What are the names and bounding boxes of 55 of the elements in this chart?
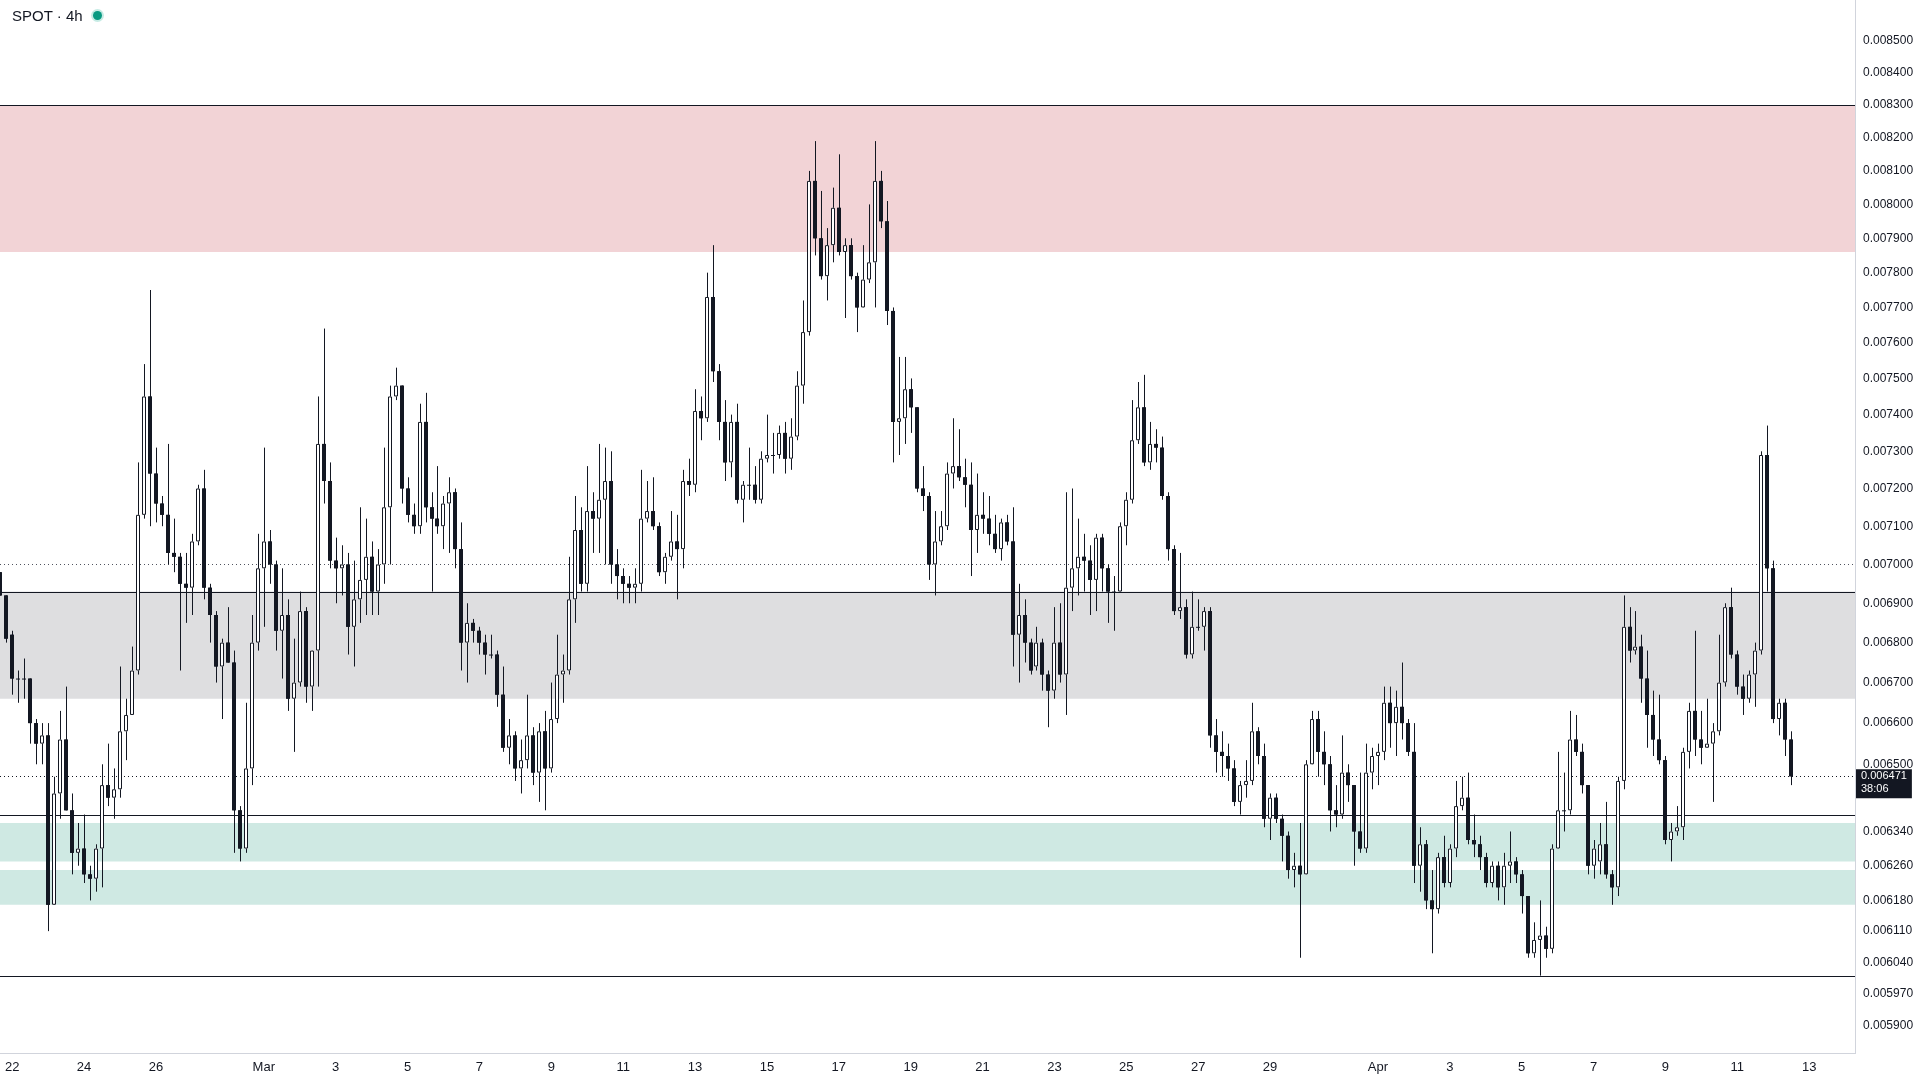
y-tick-label: 0.008200: [1863, 130, 1914, 145]
y-tick-label: 0.006900: [1863, 595, 1914, 610]
x-tick-label: 3: [332, 1059, 340, 1075]
text: SPOT · 4h: [12, 7, 83, 24]
y-tick-label: 0.007800: [1863, 264, 1914, 279]
x-tick-label: 3: [1446, 1059, 1454, 1075]
x-tick-label: 26: [148, 1059, 164, 1075]
x-tick-label: 7: [475, 1059, 484, 1075]
y-tick-label: 0.006800: [1863, 634, 1914, 649]
x-tick-label: 7: [1589, 1059, 1598, 1075]
x-tick-label: 24: [76, 1059, 92, 1075]
y-tick-label: 0.006180: [1863, 892, 1914, 907]
x-tick-label: Apr: [1367, 1059, 1389, 1075]
y-tick-label: 0.007300: [1863, 443, 1914, 458]
x-tick-label: 21: [975, 1059, 990, 1075]
y-tick-label: 0.006260: [1863, 858, 1914, 873]
y-tick-label: 0.005970: [1863, 985, 1914, 1000]
y-tick-label: 0.008400: [1863, 65, 1914, 80]
x-tick-label: 13: [687, 1059, 703, 1075]
y-tick-label: 0.005900: [1863, 1017, 1914, 1032]
y-tick-label: 0.008000: [1863, 196, 1914, 211]
y-tick-label: 0.008500: [1863, 33, 1914, 48]
x-tick-label: 25: [1119, 1059, 1134, 1075]
x-tick-label: Mar: [252, 1059, 276, 1075]
x-tick-label: 22: [4, 1059, 20, 1075]
y-tick-label: 0.007600: [1863, 335, 1914, 350]
y-tick-label: 0.007100: [1863, 518, 1914, 533]
x-tick-label: 11: [616, 1059, 630, 1075]
x-tick-label: 19: [903, 1059, 918, 1075]
y-tick-label: 0.006500: [1863, 756, 1914, 771]
y-tick-label: 0.007700: [1863, 299, 1914, 314]
x-tick-label: 9: [547, 1059, 555, 1075]
x-tick-label: 13: [1801, 1059, 1817, 1075]
x-tick-label: 9: [1661, 1059, 1670, 1075]
y-tick-label: 0.008100: [1863, 163, 1914, 178]
x-tick-label: 5: [1518, 1059, 1526, 1075]
x-tick-label: 29: [1262, 1059, 1278, 1075]
x-tick-label: 15: [759, 1059, 775, 1075]
x-tick-label: 27: [1190, 1059, 1206, 1075]
y-tick-label: 0.007200: [1863, 480, 1914, 495]
x-tick-label: 5: [403, 1059, 412, 1075]
y-tick-label: 0.006110: [1863, 923, 1913, 938]
y-tick-label: 0.007900: [1863, 230, 1914, 245]
y-tick-label: 0.006340: [1863, 823, 1914, 838]
x-tick-label: 17: [831, 1059, 847, 1075]
ref-line-label: 0.006471 38:06: [1861, 769, 1907, 795]
y-tick-label: 0.007400: [1863, 406, 1914, 421]
y-tick-label: 0.006700: [1863, 674, 1914, 689]
y-tick-label: 0.007000: [1863, 556, 1914, 571]
x-tick-label: 23: [1047, 1059, 1062, 1075]
y-tick-label: 0.006600: [1863, 715, 1914, 730]
y-tick-label: 0.008300: [1863, 97, 1914, 112]
y-tick-label: 0.007500: [1863, 370, 1914, 385]
y-tick-label: 0.006040: [1863, 954, 1914, 969]
x-tick-label: 11: [1730, 1059, 1745, 1075]
